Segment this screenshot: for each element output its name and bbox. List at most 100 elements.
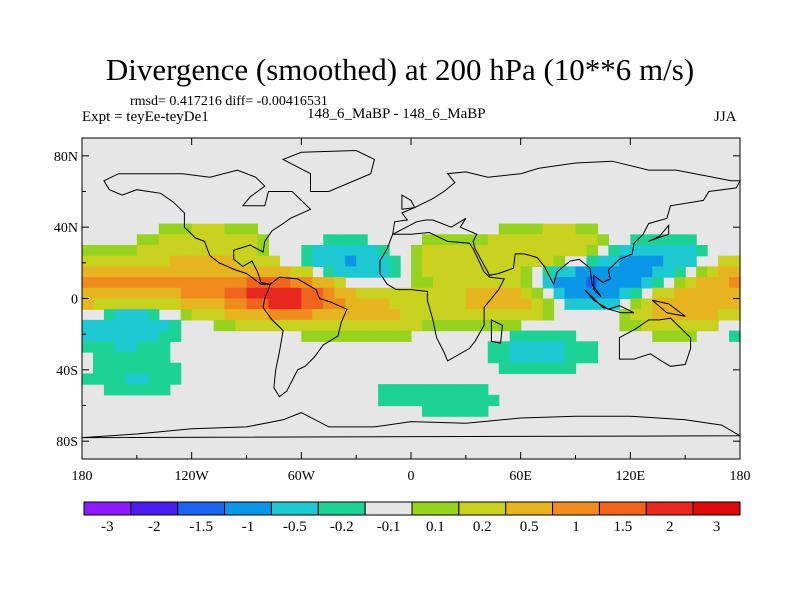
field-cell <box>323 266 335 278</box>
field-cell <box>575 234 588 246</box>
field-cell <box>674 298 686 310</box>
field-cell <box>136 330 149 342</box>
field-cell <box>696 298 708 310</box>
field-cell <box>356 266 368 278</box>
colorbar-box <box>598 501 647 516</box>
field-cell <box>454 266 467 278</box>
field-cell <box>389 384 401 396</box>
field-cell <box>323 245 335 257</box>
field-cell <box>509 234 522 246</box>
field-cell <box>92 287 105 300</box>
field-cell <box>202 234 215 246</box>
field-cell <box>323 319 335 332</box>
field-cell <box>389 309 401 321</box>
field-cell <box>82 341 94 353</box>
field-cell <box>718 309 730 321</box>
field-cell <box>213 245 226 257</box>
field-cell <box>630 319 642 332</box>
field-cell <box>652 287 664 300</box>
field-cell <box>454 245 467 257</box>
field-cell <box>301 298 313 310</box>
field-cell <box>411 245 423 257</box>
field-cell <box>619 245 631 257</box>
field-cell <box>114 373 127 385</box>
field-cell <box>169 277 182 289</box>
field-cell <box>180 234 193 246</box>
field-cell <box>685 319 697 332</box>
field-cell <box>509 298 522 310</box>
field-cell <box>630 309 642 321</box>
field-cell <box>268 309 280 321</box>
field-cell <box>312 319 324 332</box>
field-cell <box>389 255 401 267</box>
field-cell <box>696 277 708 289</box>
field-cell <box>553 223 566 235</box>
field-cell <box>575 277 588 289</box>
field-cell <box>125 362 138 374</box>
field-cell <box>476 309 489 321</box>
field-cell <box>125 319 138 332</box>
colorbar-box <box>177 501 226 516</box>
field-cell <box>608 298 620 310</box>
field-cell <box>345 255 357 267</box>
coastline-path <box>262 276 348 398</box>
field-cell <box>103 373 116 385</box>
field-cell <box>356 309 368 321</box>
field-cell <box>608 266 620 278</box>
field-cell <box>82 255 94 267</box>
field-cell <box>564 362 577 374</box>
field-cell <box>411 287 423 300</box>
field-cell <box>597 298 609 310</box>
field-cell <box>729 330 741 342</box>
field-cell <box>114 309 127 321</box>
field-cell <box>421 405 434 417</box>
field-cell <box>114 266 127 278</box>
field-cell <box>421 309 434 321</box>
field-cell <box>169 330 182 342</box>
field-cell <box>246 266 259 278</box>
field-cell <box>619 319 631 332</box>
field-cell <box>389 319 401 332</box>
field-cell <box>114 341 127 353</box>
field-cell <box>718 298 730 310</box>
field-cell <box>103 352 116 364</box>
field-cell <box>564 245 577 257</box>
field-cell <box>235 309 248 321</box>
field-cell <box>597 266 609 278</box>
coastline-path <box>281 149 375 192</box>
field-cell <box>641 234 653 246</box>
field-cell <box>432 234 445 246</box>
field-cell <box>158 330 171 342</box>
field-cell <box>345 330 357 342</box>
field-cell <box>125 384 138 396</box>
field-cell <box>454 277 467 289</box>
y-tick-label: 0 <box>71 293 78 308</box>
field-cell <box>169 373 182 385</box>
axes: 180 120W 60W 0 60E 120E 180 80N 40N 0 40S 80S <box>54 138 751 484</box>
field-cell <box>652 309 664 321</box>
field-cell <box>432 319 445 332</box>
field-cell <box>290 266 302 278</box>
field-cell <box>487 255 500 267</box>
field-cell <box>575 341 588 353</box>
field-cell <box>718 277 730 289</box>
field-cell <box>630 255 642 267</box>
field-cell <box>597 255 609 267</box>
field-cell <box>531 341 544 353</box>
field-cell <box>542 341 555 353</box>
field-cell <box>652 255 664 267</box>
field-cell <box>553 245 566 257</box>
divergence-field <box>82 138 741 459</box>
field-cell <box>103 287 116 300</box>
field-cell <box>180 266 193 278</box>
field-cell <box>246 245 259 257</box>
field-cell <box>509 223 522 235</box>
field-cell <box>191 266 204 278</box>
field-cell <box>718 266 730 278</box>
field-cell <box>323 234 335 246</box>
field-cell <box>509 255 522 267</box>
field-cell <box>542 298 555 310</box>
field-cell <box>641 266 653 278</box>
field-cell <box>432 277 445 289</box>
field-cell <box>202 266 215 278</box>
